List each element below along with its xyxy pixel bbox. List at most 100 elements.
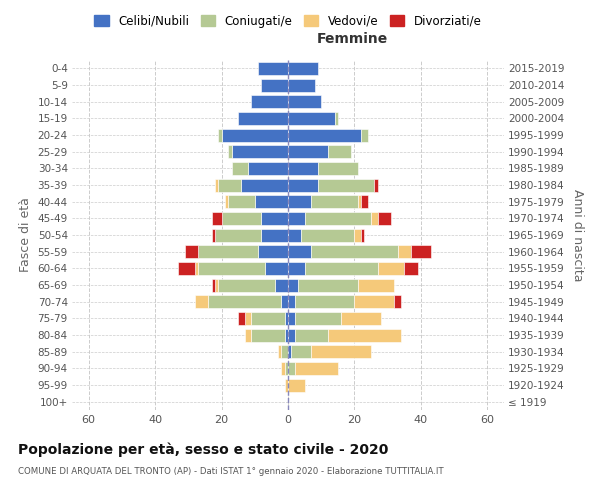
- Bar: [398, 245, 411, 258]
- Bar: [251, 328, 284, 342]
- Bar: [288, 378, 305, 392]
- Bar: [378, 212, 391, 225]
- Bar: [265, 262, 288, 275]
- Bar: [215, 278, 218, 291]
- Bar: [262, 78, 288, 92]
- Bar: [212, 278, 215, 291]
- Bar: [284, 312, 288, 325]
- Bar: [355, 228, 361, 241]
- Text: Femmine: Femmine: [317, 32, 388, 46]
- Bar: [288, 145, 328, 158]
- Bar: [218, 128, 221, 141]
- Bar: [284, 378, 288, 392]
- Bar: [305, 212, 371, 225]
- Bar: [241, 178, 288, 192]
- Bar: [394, 295, 401, 308]
- Bar: [288, 128, 361, 141]
- Bar: [208, 295, 281, 308]
- Bar: [288, 95, 321, 108]
- Bar: [295, 328, 328, 342]
- Bar: [195, 295, 208, 308]
- Bar: [288, 262, 305, 275]
- Bar: [221, 212, 262, 225]
- Bar: [228, 145, 232, 158]
- Bar: [281, 362, 284, 375]
- Bar: [288, 295, 295, 308]
- Bar: [212, 212, 221, 225]
- Bar: [281, 295, 288, 308]
- Bar: [258, 245, 288, 258]
- Bar: [288, 162, 318, 175]
- Bar: [228, 195, 255, 208]
- Bar: [328, 328, 401, 342]
- Bar: [248, 162, 288, 175]
- Bar: [232, 162, 248, 175]
- Bar: [371, 212, 378, 225]
- Bar: [275, 278, 288, 291]
- Bar: [355, 295, 394, 308]
- Text: COMUNE DI ARQUATA DEL TRONTO (AP) - Dati ISTAT 1° gennaio 2020 - Elaborazione TU: COMUNE DI ARQUATA DEL TRONTO (AP) - Dati…: [18, 468, 443, 476]
- Bar: [281, 345, 288, 358]
- Bar: [288, 312, 295, 325]
- Bar: [335, 112, 338, 125]
- Bar: [288, 195, 311, 208]
- Bar: [361, 228, 364, 241]
- Bar: [288, 112, 335, 125]
- Bar: [288, 278, 298, 291]
- Bar: [212, 228, 215, 241]
- Bar: [298, 278, 358, 291]
- Bar: [288, 228, 301, 241]
- Bar: [278, 345, 281, 358]
- Bar: [288, 328, 295, 342]
- Bar: [358, 278, 394, 291]
- Bar: [404, 262, 418, 275]
- Bar: [198, 245, 258, 258]
- Bar: [284, 362, 288, 375]
- Bar: [288, 62, 318, 75]
- Bar: [178, 262, 195, 275]
- Bar: [295, 295, 355, 308]
- Bar: [361, 128, 368, 141]
- Bar: [311, 345, 371, 358]
- Bar: [361, 195, 368, 208]
- Bar: [232, 145, 288, 158]
- Legend: Celibi/Nubili, Coniugati/e, Vedovi/e, Divorziati/e: Celibi/Nubili, Coniugati/e, Vedovi/e, Di…: [89, 10, 487, 32]
- Bar: [295, 362, 338, 375]
- Bar: [295, 312, 341, 325]
- Bar: [258, 62, 288, 75]
- Bar: [374, 178, 378, 192]
- Bar: [255, 195, 288, 208]
- Bar: [225, 195, 228, 208]
- Bar: [238, 312, 245, 325]
- Bar: [288, 212, 305, 225]
- Bar: [218, 178, 241, 192]
- Bar: [218, 278, 275, 291]
- Bar: [215, 228, 262, 241]
- Bar: [221, 128, 288, 141]
- Bar: [288, 345, 292, 358]
- Bar: [262, 228, 288, 241]
- Bar: [358, 195, 361, 208]
- Text: Popolazione per età, sesso e stato civile - 2020: Popolazione per età, sesso e stato civil…: [18, 442, 388, 457]
- Bar: [411, 245, 431, 258]
- Bar: [292, 345, 311, 358]
- Bar: [311, 195, 358, 208]
- Y-axis label: Anni di nascita: Anni di nascita: [571, 188, 584, 281]
- Bar: [251, 312, 284, 325]
- Bar: [185, 245, 198, 258]
- Bar: [288, 178, 318, 192]
- Bar: [262, 212, 288, 225]
- Bar: [318, 162, 358, 175]
- Bar: [318, 178, 374, 192]
- Bar: [378, 262, 404, 275]
- Y-axis label: Fasce di età: Fasce di età: [19, 198, 32, 272]
- Bar: [288, 78, 314, 92]
- Bar: [284, 328, 288, 342]
- Bar: [328, 145, 351, 158]
- Bar: [238, 112, 288, 125]
- Bar: [341, 312, 381, 325]
- Bar: [245, 328, 251, 342]
- Bar: [288, 245, 311, 258]
- Bar: [195, 262, 198, 275]
- Bar: [198, 262, 265, 275]
